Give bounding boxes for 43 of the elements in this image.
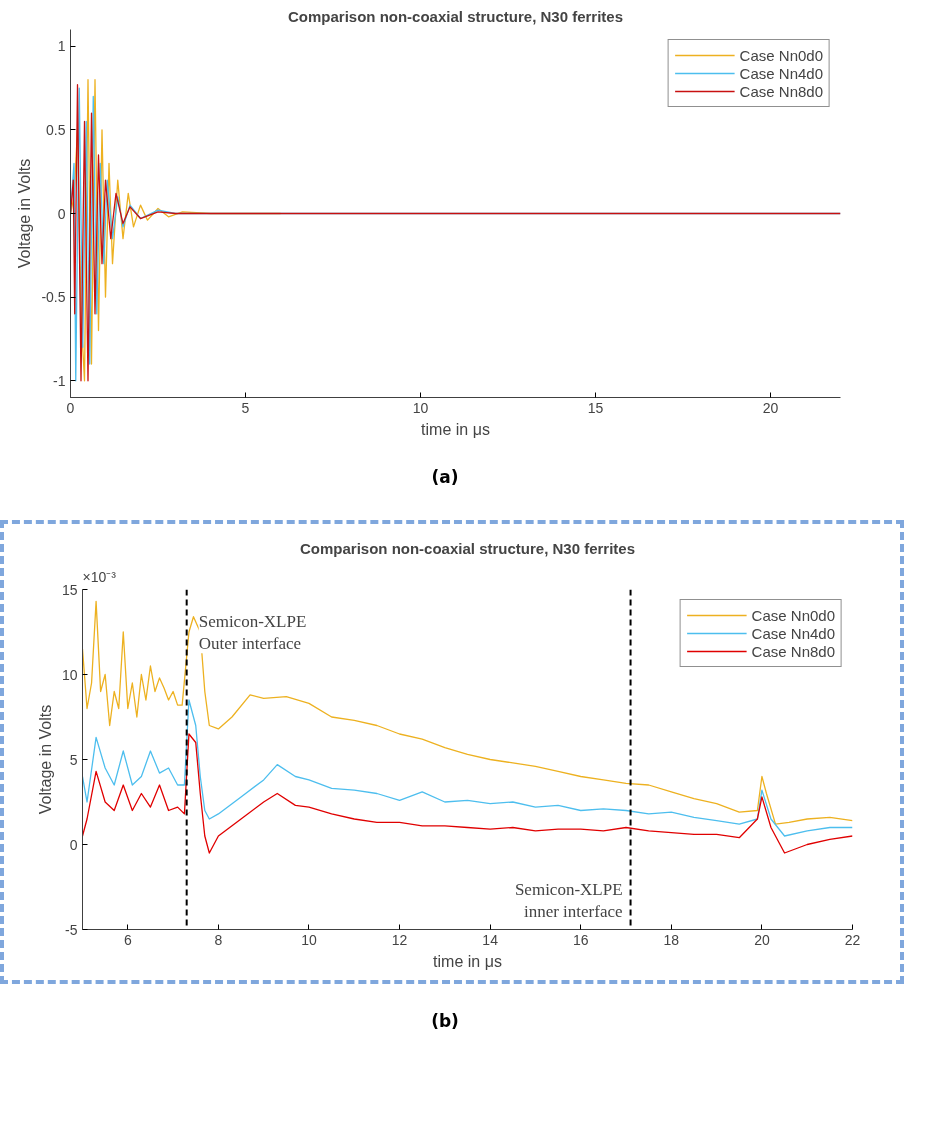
- x-tick-label: 20: [754, 931, 770, 948]
- legend-label: Case Nn8d0: [751, 642, 835, 660]
- x-tick-label: 10: [301, 931, 317, 948]
- ref-line-label: Semicon-XLPE inner interface: [514, 879, 623, 922]
- x-tick-label: 22: [844, 931, 861, 948]
- legend-label: Case Nn0d0: [751, 606, 835, 624]
- x-tick-label: 5: [241, 399, 250, 416]
- x-tick-label: 20: [762, 399, 779, 416]
- chart-title: Comparison non-coaxial structure, N30 ferrites: [299, 539, 636, 557]
- legend-label: Case Nn0d0: [739, 46, 823, 64]
- ref-line-label: Semicon-XLPE Outer interface: [198, 611, 307, 654]
- y-tick-label: -1: [53, 372, 66, 389]
- y-tick-label: 10: [61, 666, 78, 683]
- y-tick-label: 0: [57, 205, 66, 222]
- x-tick-label: 10: [412, 399, 429, 416]
- legend-label: Case Nn4d0: [751, 624, 835, 642]
- y-tick-label: -0.5: [41, 289, 66, 306]
- line-series: [82, 699, 853, 837]
- legend-label: Case Nn4d0: [739, 64, 823, 82]
- y-tick-label: 15: [61, 581, 78, 598]
- y-tick-label: 1: [57, 38, 66, 55]
- x-tick-label: 6: [123, 931, 132, 948]
- line-series: [82, 733, 853, 854]
- x-tick-label: 14: [482, 931, 499, 948]
- x-axis-title: time in μs: [421, 420, 490, 438]
- y-tick-label: 0.5: [46, 121, 66, 138]
- x-tick-label: 18: [663, 931, 680, 948]
- x-tick-label: 16: [572, 931, 589, 948]
- y-tick-label: 5: [69, 751, 78, 768]
- x-tick-label: 15: [587, 399, 604, 416]
- y-axis-title: Voltage in Volts: [36, 704, 54, 815]
- x-tick-label: 8: [214, 931, 223, 948]
- text: ×10⁻³: [82, 568, 117, 585]
- y-axis-title: Voltage in Volts: [16, 158, 34, 269]
- x-tick-label: 12: [391, 931, 408, 948]
- chart-title: Comparison non-coaxial structure, N30 ferrites: [287, 7, 624, 25]
- text: (b): [431, 1010, 459, 1033]
- line-series: [82, 600, 853, 825]
- x-axis-title: time in μs: [433, 952, 502, 970]
- y-tick-label: -5: [65, 921, 78, 938]
- legend-label: Case Nn8d0: [739, 82, 823, 100]
- text: (a): [431, 466, 459, 489]
- y-tick-label: 0: [69, 836, 78, 853]
